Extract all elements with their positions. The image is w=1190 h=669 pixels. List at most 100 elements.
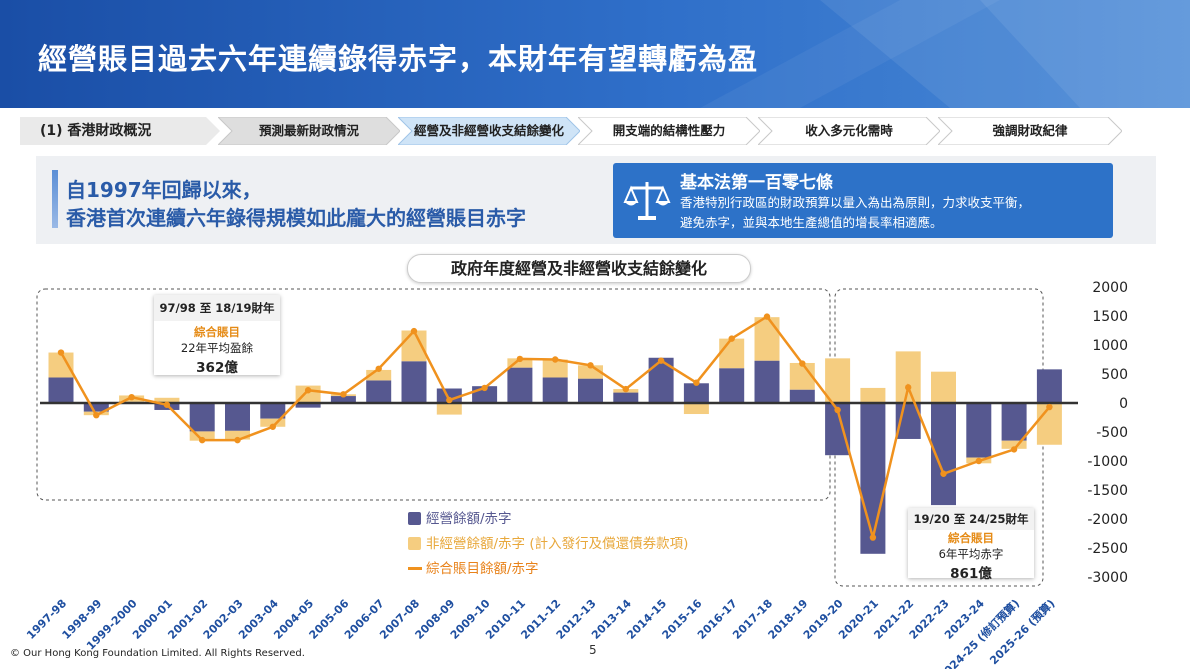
callout-surplus-desc: 22年平均盈餘 — [180, 341, 254, 355]
consolidated-point — [552, 356, 559, 363]
y-tick-label: -1000 — [1087, 454, 1128, 470]
operating-bar — [613, 392, 639, 403]
callout-surplus: 97/98 至 18/19財年 綜合賬目 22年平均盈餘 362億 — [154, 295, 280, 376]
non-operating-bar — [48, 352, 74, 378]
callout-deficit: 19/20 至 24/25財年 綜合賬目 6年平均赤字 861億 — [908, 508, 1034, 582]
legend-operating-label: 經營餘額/赤字 — [426, 511, 512, 527]
y-tick-label: 1000 — [1092, 338, 1128, 354]
basic-law-text-1: 香港特別行政區的財政預算以量入為出為原則，力求收支平衡， — [680, 195, 1031, 210]
operating-bar — [436, 388, 462, 403]
quote-accent-bar — [52, 170, 58, 228]
consolidated-point — [834, 406, 841, 414]
step-revenue-diversification[interactable]: 收入多元化需時 — [758, 117, 940, 145]
callout-deficit-label: 綜合賬目 — [948, 531, 994, 545]
consolidated-point — [199, 436, 206, 444]
step-overview-label: (1) 香港財政概況 — [40, 123, 152, 139]
y-tick-label: 0 — [1119, 396, 1128, 412]
operating-bar — [966, 403, 992, 458]
legend-consolidated-swatch — [408, 567, 422, 570]
consolidated-point — [57, 349, 65, 356]
consolidated-point — [340, 391, 347, 398]
non-operating-bar — [683, 403, 709, 415]
consolidated-point — [93, 411, 100, 419]
consolidated-point — [693, 379, 700, 386]
consolidated-point — [869, 534, 877, 541]
legend-non-operating-swatch — [408, 537, 421, 550]
operating-bar — [754, 360, 780, 403]
y-tick-label: 1500 — [1092, 309, 1128, 325]
page-title: 經營賬目過去六年連續錄得赤字，本財年有望轉虧為盈 — [38, 42, 759, 76]
non-operating-bar — [366, 369, 392, 381]
consolidated-point — [269, 423, 276, 430]
step-operating-balance[interactable]: 經營及非經營收支結餘變化 — [398, 117, 580, 145]
callout-deficit-value: 861億 — [950, 566, 992, 582]
operating-bar — [83, 403, 109, 412]
consolidated-point — [975, 457, 982, 465]
non-operating-bar — [189, 431, 215, 441]
step-structural-pressure[interactable]: 開支端的結構性壓力 — [578, 117, 760, 145]
consolidated-point — [481, 384, 488, 392]
operating-bar — [683, 383, 709, 403]
x-tick-label: 2025-26 (預算) — [987, 596, 1058, 667]
non-operating-bar — [754, 317, 780, 361]
intro-line-2: 香港首次連續六年錄得規模如此龐大的經營賬目赤字 — [66, 206, 526, 230]
non-operating-bar — [507, 358, 533, 368]
basic-law-box — [613, 163, 1113, 238]
y-tick-label: -500 — [1096, 425, 1128, 441]
operating-bar — [48, 377, 74, 403]
consolidated-point — [799, 360, 806, 367]
step-operating-balance-label: 經營及非經營收支結餘變化 — [413, 123, 564, 138]
consolidated-point — [622, 385, 629, 393]
legend-consolidated-label: 綜合賬目餘額/赤字 — [426, 561, 539, 577]
non-operating-bar — [225, 430, 250, 440]
operating-bar — [401, 361, 427, 403]
operating-bar — [648, 357, 674, 403]
y-tick-label: -2500 — [1087, 541, 1128, 557]
y-tick-label: -2000 — [1087, 512, 1128, 528]
callout-surplus-label: 綜合賬目 — [194, 325, 240, 339]
consolidated-point — [128, 394, 135, 401]
consolidated-point — [657, 357, 665, 364]
legend-non-operating: 非經營餘額/赤字 (計入發行及償還債券款項) — [408, 533, 688, 558]
non-operating-bar — [825, 358, 851, 403]
step-fiscal-discipline-label: 強調財政紀律 — [992, 123, 1068, 138]
legend-operating-swatch — [408, 512, 421, 525]
legend-non-operating-label: 非經營餘額/赤字 (計入發行及償還債券款項) — [426, 536, 689, 552]
operating-bar — [789, 389, 815, 403]
callout-surplus-header: 97/98 至 18/19財年 — [154, 295, 280, 321]
consolidated-point — [375, 365, 382, 372]
operating-bar — [507, 367, 533, 403]
operating-bar — [578, 378, 603, 403]
step-forecast[interactable]: 預測最新財政情況 — [218, 117, 400, 145]
operating-bar — [1001, 403, 1027, 441]
non-operating-bar — [895, 351, 921, 403]
non-operating-bar — [436, 403, 462, 415]
step-forecast-label: 預測最新財政情況 — [258, 123, 359, 138]
basic-law-text-2: 避免赤字，並與本地生產總值的增長率相適應。 — [680, 215, 943, 230]
operating-bar — [542, 377, 568, 403]
callout-surplus-value: 362億 — [196, 360, 238, 376]
callout-deficit-header: 19/20 至 24/25財年 — [908, 508, 1034, 530]
non-operating-bar — [154, 397, 180, 403]
banner-pattern — [700, 0, 1190, 108]
non-operating-bar — [260, 418, 286, 427]
consolidated-point — [163, 401, 171, 408]
operating-bar — [860, 403, 886, 554]
consolidated-point — [905, 384, 912, 391]
legend-consolidated: 綜合賬目餘額/赤字 — [408, 558, 688, 583]
operating-bar — [295, 403, 321, 408]
step-overview[interactable]: (1) 香港財政概況 — [20, 117, 220, 145]
consolidated-point — [728, 335, 735, 342]
copyright-footer: © Our Hong Kong Foundation Limited. All … — [10, 648, 305, 659]
chart-legend: 經營餘額/赤字 非經營餘額/赤字 (計入發行及償還債券款項) 綜合賬目餘額/赤字 — [408, 508, 688, 583]
consolidated-point — [1010, 446, 1018, 453]
consolidated-point — [304, 387, 312, 394]
consolidated-point — [410, 327, 418, 335]
y-tick-label: -1500 — [1087, 483, 1128, 499]
legend-operating: 經營餘額/赤字 — [408, 508, 688, 533]
consolidated-point — [516, 355, 524, 363]
step-fiscal-discipline[interactable]: 強調財政紀律 — [938, 117, 1122, 145]
non-operating-bar — [931, 371, 956, 403]
consolidated-point — [1046, 403, 1053, 411]
